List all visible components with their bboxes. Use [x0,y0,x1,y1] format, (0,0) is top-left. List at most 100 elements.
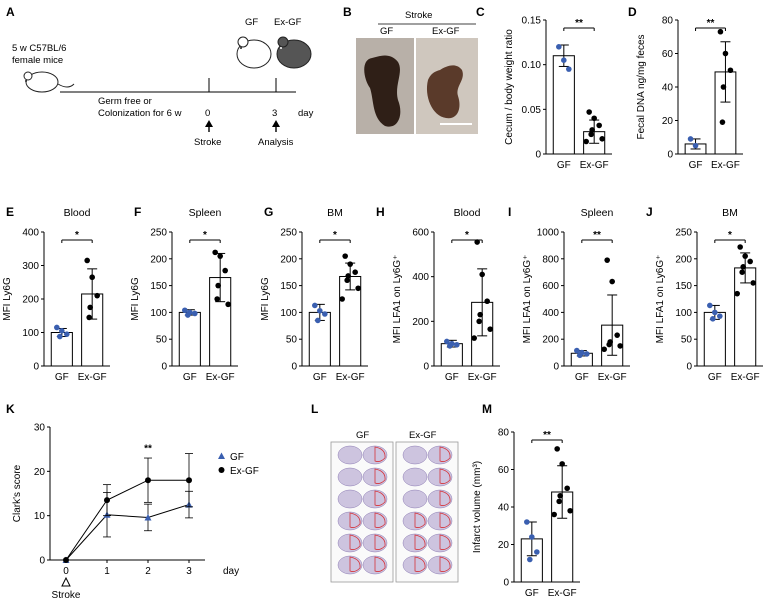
x-tick-label: GF [313,372,327,383]
y-tick-label: 0 [291,362,297,373]
data-point [740,264,746,270]
panel-letter-h: H [376,205,385,219]
brain-section-image [337,445,363,465]
y-tick-label: 60 [662,49,674,60]
legend-marker-triangle [218,452,225,459]
infarct-outline [439,446,451,462]
significance-mark: * [203,230,207,241]
panel-letter-f: F [134,205,141,219]
x-tick-label: 0 [63,566,69,577]
brain-sections [337,445,453,575]
data-point [524,519,530,525]
data-point [583,138,589,145]
data-point [692,142,699,149]
data-point [606,341,612,348]
x-tick-label: GF [525,588,539,599]
data-point [345,273,351,279]
data-point [444,338,450,345]
x-tick-label: Ex-GF [731,372,760,383]
data-point [355,285,361,292]
data-point [567,507,573,514]
data-point [104,497,110,504]
significance-mark: ** [575,18,583,29]
data-point [487,326,493,332]
data-point [182,307,188,314]
data-point [192,310,198,317]
y-tick-label: 0 [503,578,509,589]
series-line [65,479,189,561]
timeline-label-3: 3 [272,108,277,119]
y-tick-label: 250 [150,228,167,239]
infarct-outline [374,468,386,484]
y-tick-label: 0 [535,150,541,161]
photo-label-gf: GF [380,26,393,37]
data-point [87,304,93,311]
legend-marker-circle [218,467,225,473]
data-point [734,290,740,297]
y-axis-label: MFI LFA1 on Ly6G⁺ [392,255,403,344]
data-point [750,280,756,286]
data-point [599,136,605,142]
chart-title: Blood [64,207,91,219]
data-point [534,549,540,555]
data-point [617,343,623,349]
panel-letter-e: E [6,205,14,219]
infarct-outline [439,490,451,506]
panel-l: L GF Ex-GF [311,402,459,583]
data-point [719,119,726,125]
significance-mark: ** [593,230,601,241]
brain-section-image [402,467,428,487]
panel-f: F Spleen 0 50 100 150 200 250 MFI Ly6G GF Ex-GF * [130,205,238,383]
timeline-label-0: 0 [205,108,210,119]
y-tick-label: 0 [423,362,429,373]
panel-letter-k: K [6,402,15,416]
y-tick-label: 1000 [537,228,560,239]
x-tick-label: 1 [104,566,110,577]
x-tick-label: GF [445,372,459,383]
data-point [315,317,321,324]
y-tick-label: 50 [156,335,168,346]
y-tick-label: 200 [150,254,167,265]
x-tick-label: Ex-GF [598,372,627,383]
x-tick-label: GF [55,372,69,383]
data-point [551,511,557,518]
data-point [737,244,743,250]
y-tick-label: 100 [280,308,297,319]
timeline-unit: day [298,108,314,119]
data-point [225,301,231,308]
y-axis-label: MFI LFA1 on Ly6G⁺ [522,255,533,344]
panel-d: D 0 20 40 60 80 Fecal DNA ng/mg feces GF Ex-GF ** [628,5,743,171]
data-point [589,127,595,133]
data-point [727,67,734,74]
schematic-phase-line2: Colonization for 6 w [98,108,182,119]
chart-title: Blood [454,207,481,219]
y-tick-label: 100 [675,308,692,319]
y-tick-label: 200 [412,317,429,328]
data-point [471,335,477,341]
y-tick-label: 80 [662,16,674,27]
x-tick-label: GF [708,372,722,383]
infarct-outline [349,512,361,528]
significance-mark: ** [707,18,715,29]
x-tick-label: Ex-GF [580,160,609,171]
infarct-outline [374,534,386,550]
data-point-triangle [144,513,152,521]
data-point [717,313,723,319]
significance-mark: * [75,230,79,241]
photo-title: Stroke [405,10,432,21]
y-tick-label: 40 [498,503,510,514]
data-point [352,269,358,276]
y-tick-label: 600 [542,281,559,292]
panel-letter-l: L [311,402,318,416]
y-tick-label: 30 [34,423,46,434]
data-point [347,261,353,267]
schematic-phase-line1: Germ free or [98,96,152,107]
data-point [215,282,221,289]
timeline-event-analysis: Analysis [258,137,294,148]
data-point [145,477,151,484]
cecum-exgf-image [426,65,463,119]
significance-mark: ** [144,443,152,454]
data-point [596,122,602,129]
infarct-outline [414,534,426,550]
data-point [63,557,69,563]
